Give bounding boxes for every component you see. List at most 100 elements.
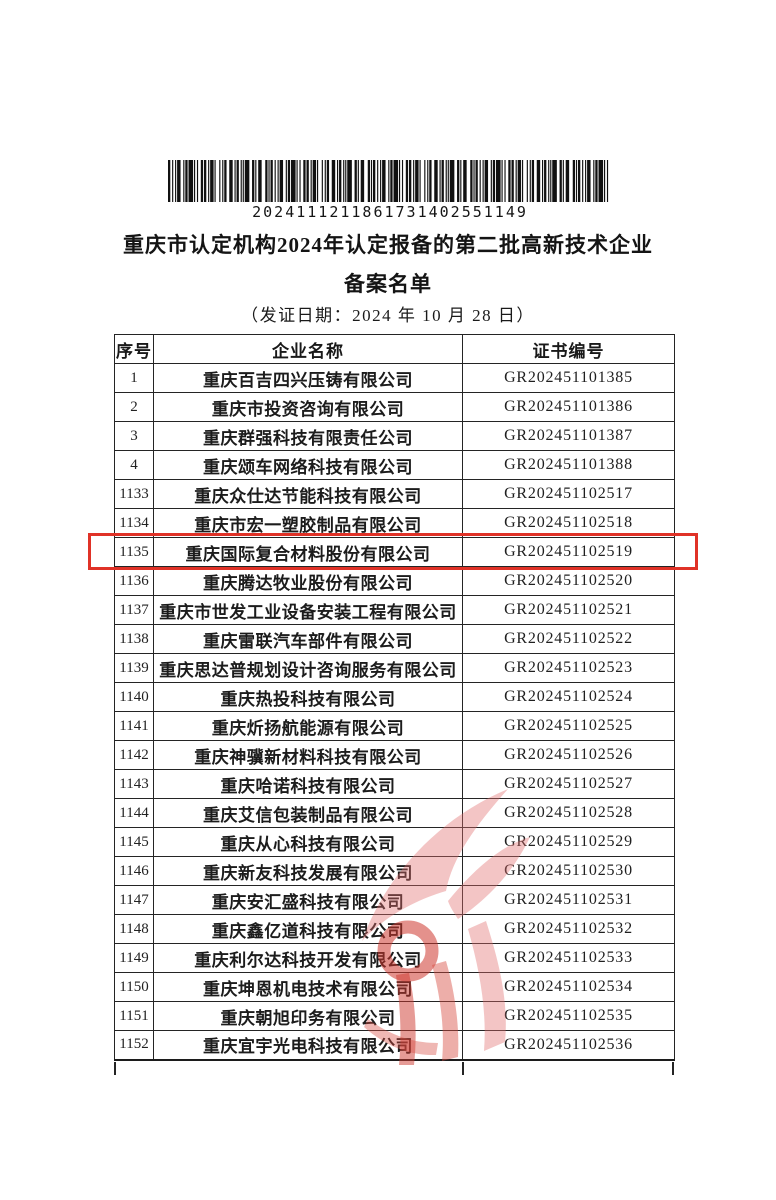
cert-number-cell: GR202451101386 xyxy=(462,392,675,422)
company-name-cell: 重庆思达普规划设计咨询服务有限公司 xyxy=(153,653,463,683)
barcode-number: 2024111211861731402551149 xyxy=(252,203,528,221)
table-row: 1142 重庆神骥新材料科技有限公司 GR202451102526 xyxy=(114,740,675,770)
cert-number-cell: GR202451102529 xyxy=(462,827,675,857)
table-row: 1147 重庆安汇盛科技有限公司 GR202451102531 xyxy=(114,885,675,915)
table-row: 1152 重庆宜宇光电科技有限公司 GR202451102536 xyxy=(114,1030,675,1060)
company-name-cell: 重庆颂车网络科技有限公司 xyxy=(153,450,463,480)
company-name-cell: 重庆艾信包装制品有限公司 xyxy=(153,798,463,828)
serial-cell: 3 xyxy=(114,421,154,451)
serial-cell: 1149 xyxy=(114,943,154,973)
cert-number-cell: GR202451102525 xyxy=(462,711,675,741)
cert-number-cell: GR202451102520 xyxy=(462,566,675,596)
cert-number-cell: GR202451102527 xyxy=(462,769,675,799)
table-row: 1139 重庆思达普规划设计咨询服务有限公司 GR202451102523 xyxy=(114,653,675,683)
cert-number-cell: GR202451101388 xyxy=(462,450,675,480)
serial-cell: 1152 xyxy=(114,1030,154,1060)
column-header-certificate: 证书编号 xyxy=(462,334,675,364)
table-cut-stub-left xyxy=(114,1062,116,1075)
cert-number-cell: GR202451102536 xyxy=(462,1030,675,1060)
cert-number-cell: GR202451102523 xyxy=(462,653,675,683)
table-row: 1151 重庆朝旭印务有限公司 GR202451102535 xyxy=(114,1001,675,1031)
company-name-cell: 重庆国际复合材料股份有限公司 xyxy=(153,537,463,567)
cert-number-cell: GR202451102531 xyxy=(462,885,675,915)
serial-cell: 1147 xyxy=(114,885,154,915)
table-row: 1138 重庆雷联汽车部件有限公司 GR202451102522 xyxy=(114,624,675,654)
company-name-cell: 重庆市投资咨询有限公司 xyxy=(153,392,463,422)
table-row: 1145 重庆从心科技有限公司 GR202451102529 xyxy=(114,827,675,857)
highlight-box xyxy=(88,533,698,570)
serial-cell: 1145 xyxy=(114,827,154,857)
serial-cell: 1 xyxy=(114,363,154,393)
table-row: 1135 重庆国际复合材料股份有限公司 GR202451102519 xyxy=(114,537,675,567)
document-title-line2: 备案名单 xyxy=(344,272,432,296)
table-cut-stub-right xyxy=(672,1062,674,1075)
cert-number-cell: GR202451101387 xyxy=(462,421,675,451)
company-name-cell: 重庆炘扬航能源有限公司 xyxy=(153,711,463,741)
table-row: 4 重庆颂车网络科技有限公司 GR202451101388 xyxy=(114,450,675,480)
serial-cell: 1138 xyxy=(114,624,154,654)
issue-date-line: （发证日期：2024 年 10 月 28 日） xyxy=(241,306,535,325)
company-name-cell: 重庆朝旭印务有限公司 xyxy=(153,1001,463,1031)
table-row: 1137 重庆市世发工业设备安装工程有限公司 GR202451102521 xyxy=(114,595,675,625)
company-name-cell: 重庆百吉四兴压铸有限公司 xyxy=(153,363,463,393)
company-name-cell: 重庆坤恩机电技术有限公司 xyxy=(153,972,463,1002)
document-title-line1: 重庆市认定机构2024年认定报备的第二批高新技术企业 xyxy=(123,233,653,257)
cert-number-cell: GR202451102528 xyxy=(462,798,675,828)
company-name-cell: 重庆市世发工业设备安装工程有限公司 xyxy=(153,595,463,625)
serial-cell: 1148 xyxy=(114,914,154,944)
cert-number-cell: GR202451102530 xyxy=(462,856,675,886)
company-name-cell: 重庆利尔达科技开发有限公司 xyxy=(153,943,463,973)
serial-cell: 1146 xyxy=(114,856,154,886)
table-row: 1148 重庆鑫亿道科技有限公司 GR202451102532 xyxy=(114,914,675,944)
company-name-cell: 重庆群强科技有限责任公司 xyxy=(153,421,463,451)
table-header-row: 序号 企业名称 证书编号 xyxy=(114,334,675,364)
serial-cell: 1141 xyxy=(114,711,154,741)
serial-cell: 1142 xyxy=(114,740,154,770)
cert-number-cell: GR202451102517 xyxy=(462,479,675,509)
cert-number-cell: GR202451102526 xyxy=(462,740,675,770)
company-name-cell: 重庆安汇盛科技有限公司 xyxy=(153,885,463,915)
cert-number-cell: GR202451101385 xyxy=(462,363,675,393)
cert-number-cell: GR202451102533 xyxy=(462,943,675,973)
barcode-block: 2024111211861731402551149 xyxy=(168,160,612,222)
company-name-cell: 重庆哈诺科技有限公司 xyxy=(153,769,463,799)
serial-cell: 1137 xyxy=(114,595,154,625)
company-name-cell: 重庆热投科技有限公司 xyxy=(153,682,463,712)
serial-cell: 1143 xyxy=(114,769,154,799)
company-name-cell: 重庆神骥新材料科技有限公司 xyxy=(153,740,463,770)
table-row: 1133 重庆众仕达节能科技有限公司 GR202451102517 xyxy=(114,479,675,509)
serial-cell: 4 xyxy=(114,450,154,480)
serial-cell: 2 xyxy=(114,392,154,422)
table-row: 1149 重庆利尔达科技开发有限公司 GR202451102533 xyxy=(114,943,675,973)
enterprise-table-wrap: 序号 企业名称 证书编号 1 重庆百吉四兴压铸有限公司 GR202451101385… xyxy=(114,334,675,1061)
serial-cell: 1140 xyxy=(114,682,154,712)
enterprise-table: 序号 企业名称 证书编号 1 重庆百吉四兴压铸有限公司 GR202451101385… xyxy=(114,334,675,1061)
cert-number-cell: GR202451102532 xyxy=(462,914,675,944)
column-header-serial: 序号 xyxy=(114,334,154,364)
serial-cell: 1133 xyxy=(114,479,154,509)
company-name-cell: 重庆鑫亿道科技有限公司 xyxy=(153,914,463,944)
serial-cell: 1136 xyxy=(114,566,154,596)
cert-number-cell: GR202451102535 xyxy=(462,1001,675,1031)
title-block: 重庆市认定机构2024年认定报备的第二批高新技术企业 备案名单 xyxy=(0,230,776,299)
cert-number-cell: GR202451102534 xyxy=(462,972,675,1002)
company-name-cell: 重庆从心科技有限公司 xyxy=(153,827,463,857)
company-name-cell: 重庆腾达牧业股份有限公司 xyxy=(153,566,463,596)
serial-cell: 1151 xyxy=(114,1001,154,1031)
serial-cell: 1150 xyxy=(114,972,154,1002)
cert-number-cell: GR202451102522 xyxy=(462,624,675,654)
table-row: 1143 重庆哈诺科技有限公司 GR202451102527 xyxy=(114,769,675,799)
table-row: 1140 重庆热投科技有限公司 GR202451102524 xyxy=(114,682,675,712)
table-row: 1144 重庆艾信包装制品有限公司 GR202451102528 xyxy=(114,798,675,828)
company-name-cell: 重庆宜宇光电科技有限公司 xyxy=(153,1030,463,1060)
company-name-cell: 重庆雷联汽车部件有限公司 xyxy=(153,624,463,654)
cert-number-cell: GR202451102521 xyxy=(462,595,675,625)
table-row: 1146 重庆新友科技发展有限公司 GR202451102530 xyxy=(114,856,675,886)
table-row: 1150 重庆坤恩机电技术有限公司 GR202451102534 xyxy=(114,972,675,1002)
serial-cell: 1135 xyxy=(114,537,154,567)
table-row: 1141 重庆炘扬航能源有限公司 GR202451102525 xyxy=(114,711,675,741)
column-header-company: 企业名称 xyxy=(153,334,463,364)
table-row: 2 重庆市投资咨询有限公司 GR202451101386 xyxy=(114,392,675,422)
table-row: 3 重庆群强科技有限责任公司 GR202451101387 xyxy=(114,421,675,451)
company-name-cell: 重庆新友科技发展有限公司 xyxy=(153,856,463,886)
